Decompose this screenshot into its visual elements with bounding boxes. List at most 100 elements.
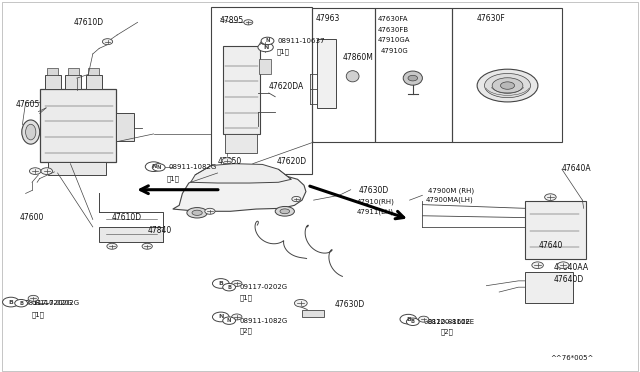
Circle shape	[532, 262, 543, 269]
Text: 08120-8162E: 08120-8162E	[423, 319, 470, 325]
Text: B: B	[227, 285, 231, 290]
Bar	[225, 134, 257, 153]
Text: 47620D: 47620D	[276, 157, 307, 166]
Bar	[375, 8, 452, 142]
Circle shape	[294, 299, 307, 307]
Text: 47630FB: 47630FB	[378, 27, 409, 33]
Circle shape	[557, 262, 569, 269]
Text: 47630D: 47630D	[335, 300, 365, 309]
Bar	[223, 46, 260, 134]
Circle shape	[545, 194, 556, 201]
Circle shape	[400, 314, 417, 324]
Bar	[452, 8, 562, 142]
Circle shape	[232, 280, 242, 286]
Text: 09117-0202G: 09117-0202G	[239, 284, 287, 290]
Text: 47900MA(LH): 47900MA(LH)	[426, 197, 474, 203]
Text: N: N	[151, 164, 156, 169]
Text: 47910G: 47910G	[381, 48, 408, 54]
Bar	[48, 162, 106, 175]
Text: B: B	[8, 299, 13, 305]
Text: 08117-0202G: 08117-0202G	[31, 300, 79, 306]
Text: 08911-1082G: 08911-1082G	[239, 318, 287, 324]
Text: 47850: 47850	[218, 157, 242, 166]
Text: 47911(LH): 47911(LH)	[357, 208, 394, 215]
Text: 47600: 47600	[19, 213, 44, 222]
Text: 47620DA: 47620DA	[269, 82, 304, 91]
Text: 47640: 47640	[539, 241, 563, 250]
Text: 47640AA: 47640AA	[554, 263, 589, 272]
Ellipse shape	[403, 71, 422, 85]
Text: 47640A: 47640A	[562, 164, 591, 173]
Text: 47610D: 47610D	[112, 213, 142, 222]
Text: （1）: （1）	[166, 175, 179, 182]
Text: 47895: 47895	[220, 16, 244, 25]
Circle shape	[406, 318, 419, 326]
Bar	[86, 75, 102, 89]
Text: （2）: （2）	[240, 328, 253, 334]
Circle shape	[223, 283, 236, 291]
Text: 47900M (RH): 47900M (RH)	[428, 187, 474, 194]
Text: 47640D: 47640D	[554, 275, 584, 283]
Text: N: N	[263, 45, 268, 50]
Ellipse shape	[22, 120, 40, 144]
Text: 47605: 47605	[16, 100, 40, 109]
Text: 47840: 47840	[147, 226, 172, 235]
Circle shape	[107, 243, 117, 249]
Text: 47610D: 47610D	[74, 18, 104, 27]
Circle shape	[258, 43, 273, 52]
Text: 47910GA: 47910GA	[378, 37, 410, 43]
Ellipse shape	[26, 124, 36, 140]
Bar	[312, 8, 375, 142]
Ellipse shape	[408, 75, 418, 81]
Bar	[211, 7, 312, 174]
Ellipse shape	[192, 210, 202, 215]
Circle shape	[222, 158, 232, 164]
Text: 08120-8162E: 08120-8162E	[428, 319, 475, 325]
Bar	[259, 59, 271, 74]
Text: B: B	[218, 281, 223, 286]
Bar	[525, 272, 573, 303]
Text: （1）: （1）	[276, 48, 289, 55]
Circle shape	[244, 20, 253, 25]
Ellipse shape	[187, 208, 207, 218]
Text: B: B	[406, 317, 411, 322]
Ellipse shape	[280, 209, 290, 214]
Polygon shape	[173, 173, 306, 211]
Text: 47860M: 47860M	[342, 53, 373, 62]
Bar	[47, 68, 58, 75]
Text: 47910(RH): 47910(RH)	[357, 198, 395, 205]
Circle shape	[29, 168, 41, 174]
Text: 08911-1082G: 08911-1082G	[169, 164, 217, 170]
Bar	[302, 310, 324, 317]
Circle shape	[102, 39, 113, 45]
Ellipse shape	[477, 69, 538, 102]
Text: B: B	[19, 301, 23, 306]
Circle shape	[223, 317, 236, 324]
Bar	[40, 89, 116, 162]
Bar	[116, 113, 134, 141]
Text: （1）: （1）	[240, 294, 253, 301]
Text: 47630D: 47630D	[358, 186, 388, 195]
Circle shape	[261, 37, 274, 45]
Ellipse shape	[346, 71, 359, 82]
Circle shape	[41, 168, 52, 174]
Circle shape	[152, 164, 165, 171]
Bar	[99, 227, 163, 242]
Circle shape	[3, 297, 19, 307]
Circle shape	[15, 299, 28, 307]
Ellipse shape	[275, 206, 294, 216]
Text: 08911-10637: 08911-10637	[278, 38, 325, 44]
Bar	[525, 201, 586, 259]
Ellipse shape	[500, 82, 515, 89]
Ellipse shape	[492, 78, 523, 93]
Text: 47630F: 47630F	[477, 14, 506, 23]
Circle shape	[28, 295, 38, 301]
Bar	[68, 68, 79, 75]
Polygon shape	[191, 164, 291, 183]
Text: B: B	[411, 319, 415, 324]
Text: （2）: （2）	[440, 328, 453, 335]
Bar	[65, 75, 81, 89]
Circle shape	[212, 279, 229, 288]
Bar	[317, 39, 336, 108]
Text: N: N	[227, 318, 232, 323]
